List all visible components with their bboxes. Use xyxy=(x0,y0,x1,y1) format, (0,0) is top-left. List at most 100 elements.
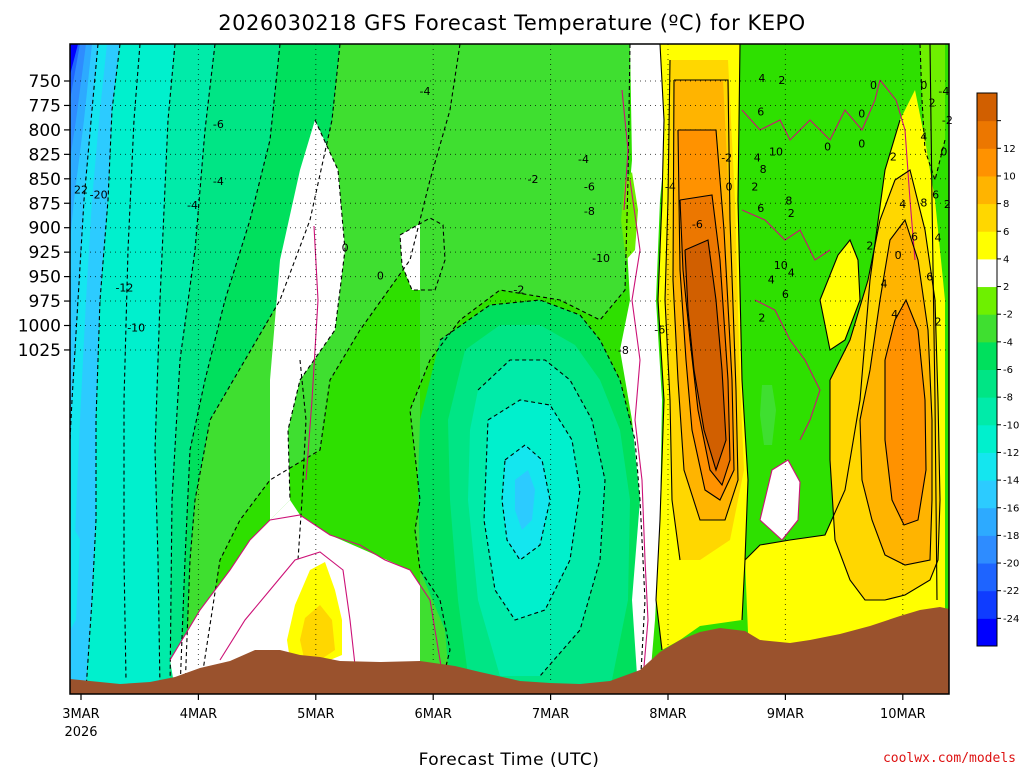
contour-label: 2 xyxy=(751,181,758,194)
colorbar-swatch xyxy=(977,563,997,592)
contour-label: 2 xyxy=(929,97,936,110)
plot-frame xyxy=(69,43,950,695)
y-tick-label: 1000 xyxy=(18,317,61,337)
temperature-region xyxy=(185,44,460,690)
colorbar-label: 8 xyxy=(1003,199,1009,210)
contour-label: 6 xyxy=(782,288,789,301)
colorbar-swatch xyxy=(977,175,997,205)
x-tick-label: 3MAR xyxy=(62,707,99,722)
contour-label: -4 xyxy=(187,199,198,212)
contour-label: 4 xyxy=(899,198,906,211)
x-tick-label: 7MAR xyxy=(532,707,569,722)
colorbar-swatch xyxy=(977,369,997,398)
contour-label: 10 xyxy=(774,259,788,272)
colorbar-swatch xyxy=(977,203,997,232)
colorbar-label: -16 xyxy=(1003,503,1019,514)
contour-label: 4 xyxy=(758,72,765,85)
colorbar-swatch xyxy=(977,231,997,260)
temperature-region xyxy=(86,44,175,690)
contour-label: -2 xyxy=(942,114,953,127)
contour-line xyxy=(655,44,665,651)
temperature-region xyxy=(70,520,80,630)
contour-label: -2 xyxy=(721,151,732,164)
contour-line xyxy=(297,359,307,561)
contour-line xyxy=(70,44,99,441)
contour-label: 8 xyxy=(785,194,792,207)
contour-line xyxy=(859,218,933,566)
y-tick-label: 800 xyxy=(29,121,61,141)
contour-label: 8 xyxy=(920,196,927,209)
contour-label: -6 xyxy=(692,218,703,231)
contour-label: 6 xyxy=(757,105,764,118)
x-tick-label: 4MAR xyxy=(180,707,217,722)
contour-line xyxy=(919,44,946,182)
contour-label: 6 xyxy=(911,231,918,244)
contour-line xyxy=(154,44,176,691)
colorbar-label: -22 xyxy=(1003,586,1019,597)
contour-label: 4 xyxy=(881,277,888,290)
colorbar-label: -14 xyxy=(1003,476,1019,487)
colorbar-label: 2 xyxy=(1003,282,1009,293)
contour-labels: 22 -20-12-10-6-4-40-4-2-4-6-8-20-10-4-6-6… xyxy=(74,72,953,357)
colorbar-label: -4 xyxy=(1003,337,1013,348)
contour-label: 4 xyxy=(891,308,898,321)
y-tick-label: 950 xyxy=(29,268,61,288)
colorbar-label: 12 xyxy=(1003,144,1016,155)
contour-label: -8 xyxy=(584,205,595,218)
x-tick-label: 10MAR xyxy=(880,707,926,722)
contour-label: 6 xyxy=(926,271,933,284)
colorbar-swatch xyxy=(977,286,997,315)
contour-label: -6 xyxy=(654,323,665,336)
temperature-region xyxy=(270,120,345,520)
contour-line xyxy=(483,399,581,621)
colorbar-label: 10 xyxy=(1003,171,1016,182)
colorbar-label: -8 xyxy=(1003,393,1013,404)
contour-label: 4 xyxy=(920,131,927,144)
contour-label: -4 xyxy=(578,153,589,166)
contour-line xyxy=(929,44,938,601)
colorbar-swatch xyxy=(977,314,997,343)
contour-line xyxy=(884,298,927,526)
contour-label: 0 xyxy=(870,79,877,92)
contour-label: -12 xyxy=(115,281,133,294)
contour-label: -10 xyxy=(127,321,145,334)
temperature-region xyxy=(155,44,215,690)
contour-label: -2 xyxy=(528,173,539,186)
colorbar-label: -12 xyxy=(1003,448,1019,459)
contour-label: 0 xyxy=(940,145,947,158)
contour-line xyxy=(759,459,801,541)
y-tick-label: 750 xyxy=(29,72,61,92)
colorbar-swatch xyxy=(977,590,997,619)
contour-label: 4 xyxy=(768,274,775,287)
colorbar-label: -18 xyxy=(1003,531,1019,542)
temperature-region xyxy=(885,300,926,525)
contour-label: 2 xyxy=(890,150,897,163)
colorbar-swatch xyxy=(977,424,997,453)
contour-line xyxy=(399,217,446,291)
contour-label: 0 xyxy=(377,270,384,283)
contour-line xyxy=(829,169,941,601)
contour-line xyxy=(679,194,731,487)
contour-label: -6 xyxy=(213,118,224,131)
contour-line xyxy=(684,239,727,472)
colorbar-swatch xyxy=(977,507,997,536)
colorbar-label: -20 xyxy=(1003,559,1019,570)
contour-line xyxy=(169,514,446,691)
colorbar-label: 4 xyxy=(1003,254,1009,265)
contour-label: -8 xyxy=(618,344,629,357)
contour-label: 0 xyxy=(726,181,733,194)
contour-label: -6 xyxy=(584,181,595,194)
contour-line xyxy=(754,299,821,441)
contour-label: -10 xyxy=(592,252,610,265)
x-axis: 3MAR 4MAR 5MAR 6MAR 7MAR 8MAR 9MAR 10MAR 2026 xyxy=(62,694,926,740)
y-tick-label: 925 xyxy=(29,243,61,263)
contour-line xyxy=(629,179,649,691)
y-tick-label: 825 xyxy=(29,145,61,165)
contour-line xyxy=(199,44,461,691)
colorbar-label: -24 xyxy=(1003,614,1019,625)
contour-label: 10 xyxy=(769,145,783,158)
colorbar-swatch xyxy=(977,452,997,481)
contour-label: -4 xyxy=(938,85,949,98)
chart-title: 2026030218 GFS Forecast Temperature (ºC)… xyxy=(218,11,805,35)
